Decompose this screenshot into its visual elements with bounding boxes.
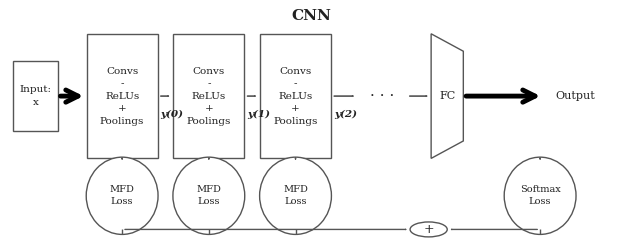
Ellipse shape (259, 157, 332, 234)
Text: · · ·: · · · (370, 89, 394, 103)
Ellipse shape (173, 157, 244, 234)
Circle shape (410, 222, 447, 237)
Text: MFD
Loss: MFD Loss (283, 185, 308, 206)
Text: FC: FC (439, 91, 455, 101)
FancyBboxPatch shape (13, 61, 58, 131)
Text: Output: Output (555, 91, 595, 101)
Text: y(0): y(0) (160, 110, 183, 119)
Text: Input:
x: Input: x (19, 85, 52, 107)
Ellipse shape (86, 157, 158, 234)
Text: CNN: CNN (291, 9, 331, 23)
Ellipse shape (504, 157, 576, 234)
Text: +: + (424, 223, 434, 236)
Text: Convs
-
ReLUs
+
Poolings: Convs - ReLUs + Poolings (100, 67, 144, 125)
Text: y(1): y(1) (247, 110, 270, 119)
Text: Convs
-
ReLUs
+
Poolings: Convs - ReLUs + Poolings (187, 67, 231, 125)
Text: Convs
-
ReLUs
+
Poolings: Convs - ReLUs + Poolings (273, 67, 318, 125)
Text: y(2): y(2) (334, 110, 357, 119)
FancyBboxPatch shape (260, 34, 331, 159)
Text: MFD
Loss: MFD Loss (109, 185, 134, 206)
Text: MFD
Loss: MFD Loss (197, 185, 221, 206)
FancyBboxPatch shape (86, 34, 158, 159)
Polygon shape (431, 34, 463, 159)
FancyBboxPatch shape (173, 34, 244, 159)
Text: Softmax
Loss: Softmax Loss (520, 185, 560, 206)
